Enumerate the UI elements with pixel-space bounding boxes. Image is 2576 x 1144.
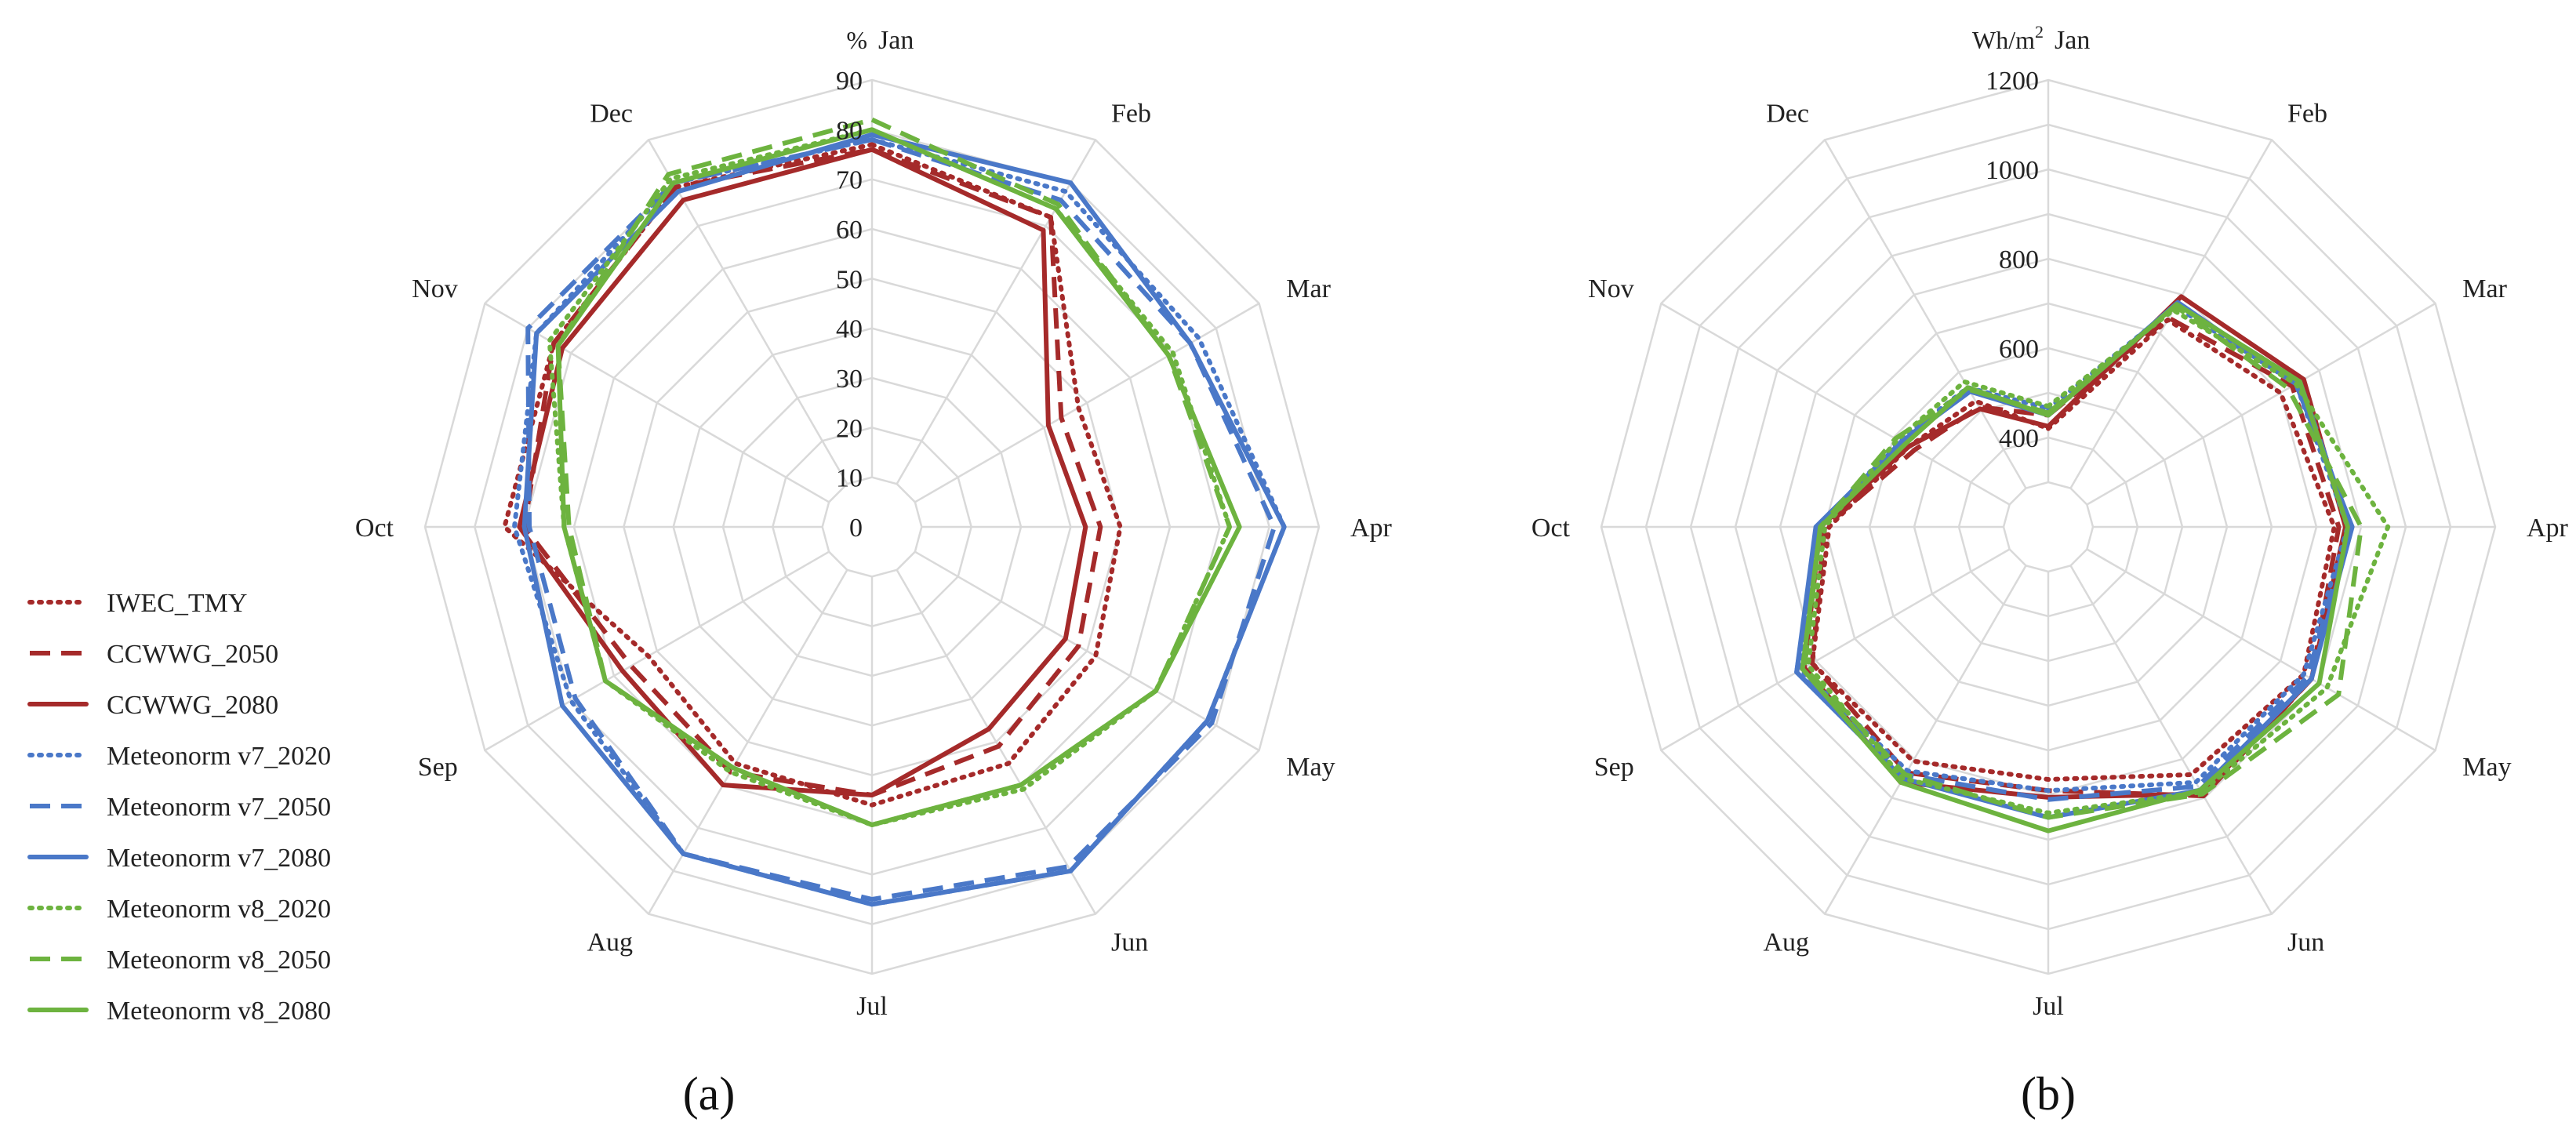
- tick-label: 400: [1999, 424, 2039, 453]
- tick-label: 50: [836, 265, 863, 294]
- tick-label: 0: [849, 514, 863, 543]
- legend-label-meteonorm-v8-2020: Meteonorm v8_2020: [107, 895, 331, 924]
- panel-label-b: (b): [2021, 1068, 2076, 1120]
- month-label-may: May: [2462, 753, 2511, 782]
- spoke: [914, 550, 1260, 752]
- tick-label: 40: [836, 315, 863, 344]
- legend-label-meteonorm-v7-2020: Meteonorm v7_2020: [107, 742, 331, 771]
- month-label-nov: Nov: [412, 274, 458, 303]
- legend-label-iwec-tmy: IWEC_TMY: [107, 589, 247, 618]
- series-meteonorm-v7-2020: [512, 137, 1287, 907]
- legend-label-meteonorm-v7-2050: Meteonorm v7_2050: [107, 793, 331, 822]
- month-label-nov: Nov: [1588, 274, 1634, 303]
- series-meteonorm-v7-2080: [521, 132, 1287, 907]
- unit-label: Wh/m2: [1972, 22, 2044, 54]
- spoke: [1660, 302, 2011, 506]
- spoke: [1823, 565, 2027, 915]
- spoke: [2086, 548, 2436, 752]
- spoke: [914, 302, 1260, 503]
- tick-label: 90: [836, 67, 863, 96]
- tick-label: 30: [836, 365, 863, 394]
- spoke: [1660, 548, 2011, 752]
- month-label-jun: Jun: [1111, 928, 1148, 957]
- month-label-sep: Sep: [1594, 753, 1634, 782]
- radar-chart-b: 400 600 800 1000 1200 Jan Feb Mar Apr May Jun Jul Au…: [1531, 22, 2569, 1021]
- tick-label: 70: [836, 166, 863, 195]
- spoke: [1823, 139, 2027, 489]
- month-label-apr: Apr: [1350, 514, 1393, 543]
- tick-label: 10: [836, 464, 863, 493]
- legend: IWEC_TMY CCWWG_2050 CCWWG_2080 Meteonorm v7…: [27, 589, 331, 1026]
- month-label-aug: Aug: [587, 928, 633, 957]
- month-label-dec: Dec: [1766, 100, 1809, 129]
- month-label-oct: Oct: [355, 514, 394, 543]
- legend-label-meteonorm-v7-2080: Meteonorm v7_2080: [107, 844, 331, 873]
- spoke: [484, 302, 830, 503]
- series-meteonorm-v8-2080: [555, 127, 1242, 827]
- grid-ring: [2002, 481, 2095, 573]
- month-label-feb: Feb: [2287, 100, 2327, 129]
- month-label-aug: Aug: [1763, 928, 1809, 957]
- spoke: [896, 139, 1097, 485]
- spoke: [896, 569, 1097, 915]
- tick-label: 1200: [1986, 67, 2039, 96]
- legend-label-meteonorm-v8-2080: Meteonorm v8_2080: [107, 997, 331, 1026]
- month-label-dec: Dec: [590, 100, 633, 129]
- tick-label: 20: [836, 414, 863, 443]
- spoke: [2069, 565, 2273, 915]
- unit-label: %: [846, 26, 867, 54]
- month-label-sep: Sep: [418, 753, 458, 782]
- tick-label: 600: [1999, 335, 2039, 364]
- legend-label-ccwwg-2080: CCWWG_2080: [107, 691, 278, 720]
- month-label-jan: Jan: [878, 26, 914, 55]
- tick-label: 800: [1999, 245, 2039, 274]
- month-label-jul: Jul: [856, 992, 888, 1021]
- tick-label: 80: [836, 116, 863, 145]
- spoke: [484, 550, 830, 752]
- series-ccwwg-2080: [517, 147, 1088, 797]
- series-meteonorm-v8-2050: [1802, 303, 2363, 820]
- month-label-may: May: [1286, 753, 1335, 782]
- legend-label-ccwwg-2050: CCWWG_2050: [107, 640, 278, 669]
- series-meteonorm-v8-2020: [547, 127, 1232, 827]
- series-meteonorm-v8-2080: [1800, 302, 2350, 833]
- series-meteonorm-v8-2020: [1805, 307, 2391, 815]
- tick-label: 60: [836, 216, 863, 245]
- month-label-apr: Apr: [2527, 514, 2569, 543]
- month-label-jul: Jul: [2033, 992, 2064, 1021]
- month-label-jan: Jan: [2055, 26, 2090, 55]
- spoke: [2086, 302, 2436, 506]
- spoke: [647, 139, 848, 485]
- month-label-feb: Feb: [1111, 100, 1151, 129]
- month-label-jun: Jun: [2287, 928, 2324, 957]
- tick-label: 1000: [1986, 156, 2039, 185]
- month-label-mar: Mar: [1286, 274, 1331, 303]
- legend-label-meteonorm-v8-2050: Meteonorm v8_2050: [107, 946, 331, 975]
- panel-label-a: (a): [683, 1068, 736, 1120]
- month-label-oct: Oct: [1531, 514, 1571, 543]
- radar-chart-a: 0 10 20 30 40 50 60 70 80 90 Jan Feb Mar Apr May Jun Jul…: [355, 26, 1393, 1021]
- series-meteonorm-v7-2020: [1798, 303, 2350, 794]
- spoke: [647, 569, 848, 915]
- month-label-mar: Mar: [2462, 274, 2507, 303]
